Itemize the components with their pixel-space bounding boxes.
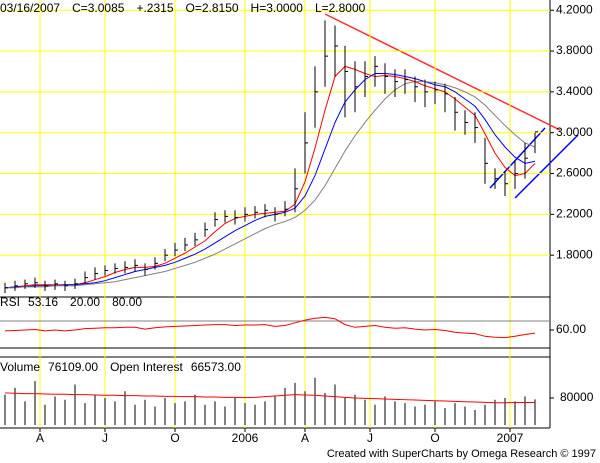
info-text: 03/16/2007 bbox=[0, 1, 60, 15]
x-tick-label: J bbox=[367, 431, 373, 445]
legend-value: 76109.00 bbox=[48, 360, 98, 374]
info-text: +.2315 bbox=[136, 1, 173, 15]
legend-name: Open Interest bbox=[110, 360, 183, 374]
moving-average bbox=[4, 72, 536, 289]
x-tick-label: J bbox=[102, 431, 108, 445]
info-text: C=3.0085 bbox=[72, 1, 125, 15]
x-tick-label: O bbox=[170, 431, 179, 445]
info-text: O=2.8150 bbox=[186, 1, 239, 15]
panel-title: RSI bbox=[0, 295, 20, 309]
y-tick-label: 2.6000 bbox=[556, 166, 593, 180]
y-tick-label: 3.8000 bbox=[556, 43, 593, 57]
level-label: 20.00 bbox=[70, 295, 100, 309]
y-tick-label: 2.2000 bbox=[556, 207, 593, 221]
x-tick-label: A bbox=[36, 431, 44, 445]
y-tick-label: 1.8000 bbox=[556, 247, 593, 261]
rsi-line bbox=[4, 316, 536, 339]
info-text: L=2.8000 bbox=[315, 1, 366, 15]
moving-average bbox=[4, 65, 536, 289]
trend-line bbox=[324, 13, 561, 131]
info-text: H=3.0000 bbox=[251, 1, 304, 15]
y-tick-label: 4.2000 bbox=[556, 2, 593, 16]
legend-name: Volume bbox=[0, 360, 40, 374]
y-tick-label: 3.4000 bbox=[556, 84, 593, 98]
x-tick-label: O bbox=[430, 431, 439, 445]
x-tick-label: A bbox=[301, 431, 309, 445]
current-value: 53.16 bbox=[28, 295, 58, 309]
moving-average bbox=[5, 81, 536, 289]
x-tick-label: 2007 bbox=[497, 431, 524, 445]
y-tick-label: 60.00 bbox=[556, 322, 586, 336]
legend-value: 66573.00 bbox=[191, 360, 241, 374]
channel-line bbox=[514, 134, 579, 199]
footer: Created with SuperCharts by Omega Resear… bbox=[327, 448, 596, 460]
channel-line bbox=[489, 127, 546, 189]
y-tick-label: 3.0000 bbox=[556, 125, 593, 139]
y-tick-label: 80000 bbox=[560, 390, 594, 404]
x-tick-label: 2006 bbox=[232, 431, 259, 445]
open-interest-line bbox=[4, 392, 536, 404]
level-label: 80.00 bbox=[112, 295, 142, 309]
